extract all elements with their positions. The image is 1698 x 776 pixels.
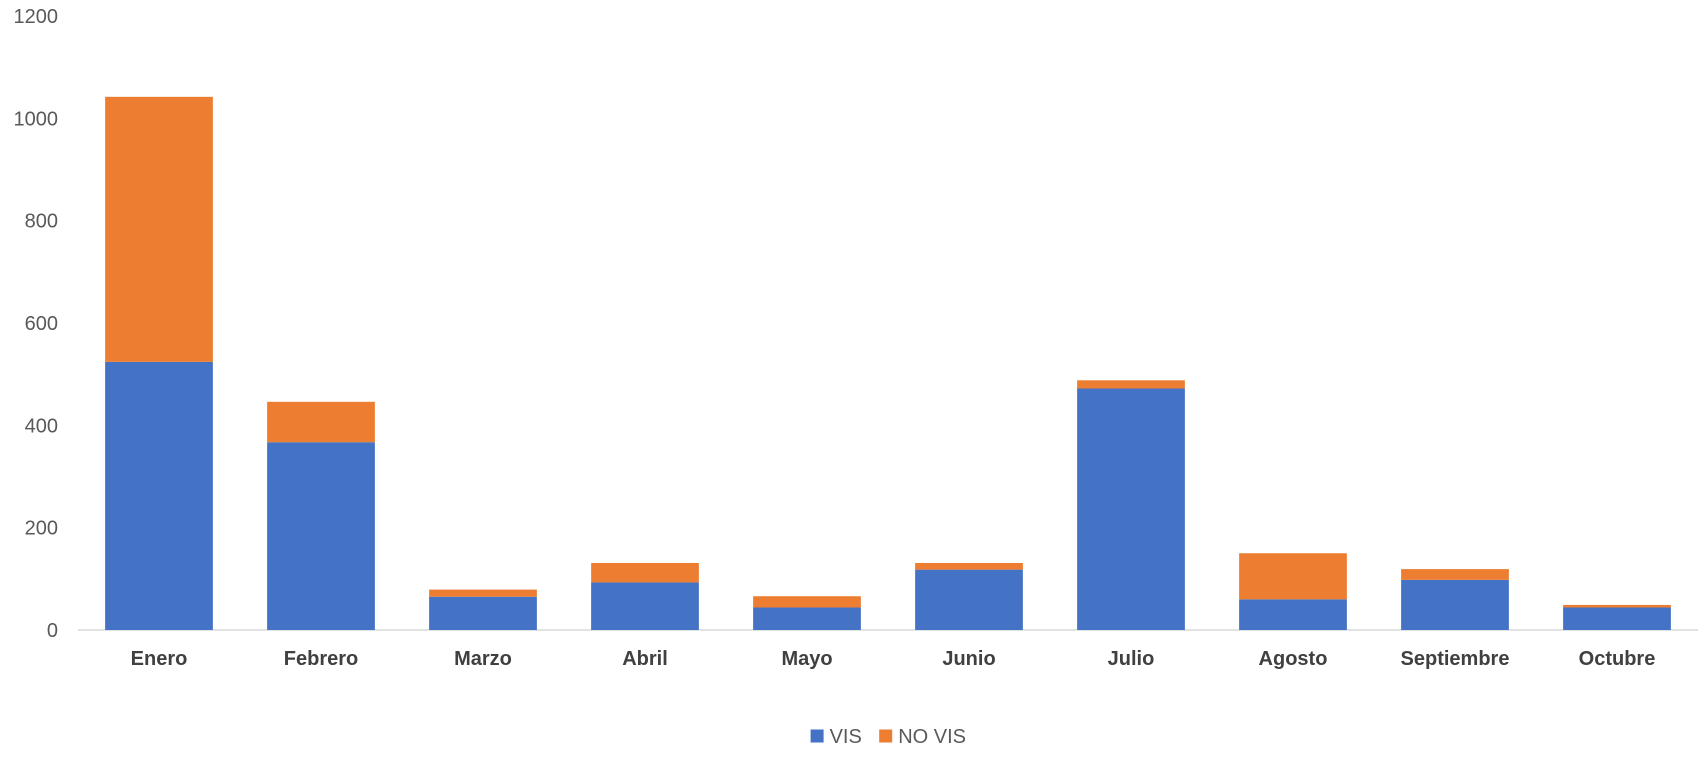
bar-vis-septiembre xyxy=(1401,579,1509,630)
bar-no-vis-agosto xyxy=(1239,553,1347,600)
bar-vis-abril xyxy=(591,582,699,630)
bar-no-vis-febrero xyxy=(267,401,375,443)
bar-vis-julio xyxy=(1077,388,1185,630)
legend-label-no-vis: NO VIS xyxy=(898,726,966,748)
bar-vis-enero xyxy=(105,361,213,630)
bar-no-vis-marzo xyxy=(429,589,537,597)
bar-no-vis-octubre xyxy=(1563,604,1671,608)
legend-swatch-no-vis xyxy=(879,729,893,743)
bar-vis-agosto xyxy=(1239,599,1347,630)
x-tick-label: Septiembre xyxy=(1401,648,1510,670)
x-axis: Enero Febrero Marzo Abril Mayo Junio Julio Agos… xyxy=(131,648,1656,670)
x-tick-label: Enero xyxy=(131,648,188,670)
y-tick-label: 1200 xyxy=(14,6,59,28)
bars xyxy=(105,96,1671,630)
bar-no-vis-septiembre xyxy=(1401,569,1509,580)
bar-no-vis-enero xyxy=(105,96,213,362)
bar-vis-febrero xyxy=(267,442,375,630)
x-tick-label: Octubre xyxy=(1579,648,1656,670)
x-tick-label: Marzo xyxy=(454,648,512,670)
y-tick-label: 0 xyxy=(47,620,58,642)
legend-swatch-vis xyxy=(810,729,824,743)
y-tick-label: 600 xyxy=(25,313,58,335)
bar-no-vis-mayo xyxy=(753,596,861,608)
x-tick-label: Agosto xyxy=(1259,648,1328,670)
x-tick-label: Junio xyxy=(942,648,995,670)
bar-no-vis-junio xyxy=(915,562,1023,570)
x-tick-label: Julio xyxy=(1108,648,1155,670)
bar-no-vis-julio xyxy=(1077,380,1185,389)
bar-vis-junio xyxy=(915,569,1023,630)
y-tick-label: 400 xyxy=(25,415,58,437)
x-tick-label: Febrero xyxy=(284,648,358,670)
bar-vis-octubre xyxy=(1563,607,1671,630)
y-tick-label: 800 xyxy=(25,211,58,233)
legend-label-vis: VIS xyxy=(830,726,862,748)
bar-no-vis-abril xyxy=(591,562,699,583)
x-tick-label: Abril xyxy=(622,648,668,670)
bar-vis-marzo xyxy=(429,596,537,630)
y-tick-label: 1000 xyxy=(14,108,59,130)
x-tick-label: Mayo xyxy=(781,648,832,670)
y-axis: 0 200 400 600 800 1000 1200 xyxy=(14,6,59,642)
bar-vis-mayo xyxy=(753,607,861,630)
legend: VIS NO VIS xyxy=(810,726,966,748)
y-tick-label: 200 xyxy=(25,518,58,540)
